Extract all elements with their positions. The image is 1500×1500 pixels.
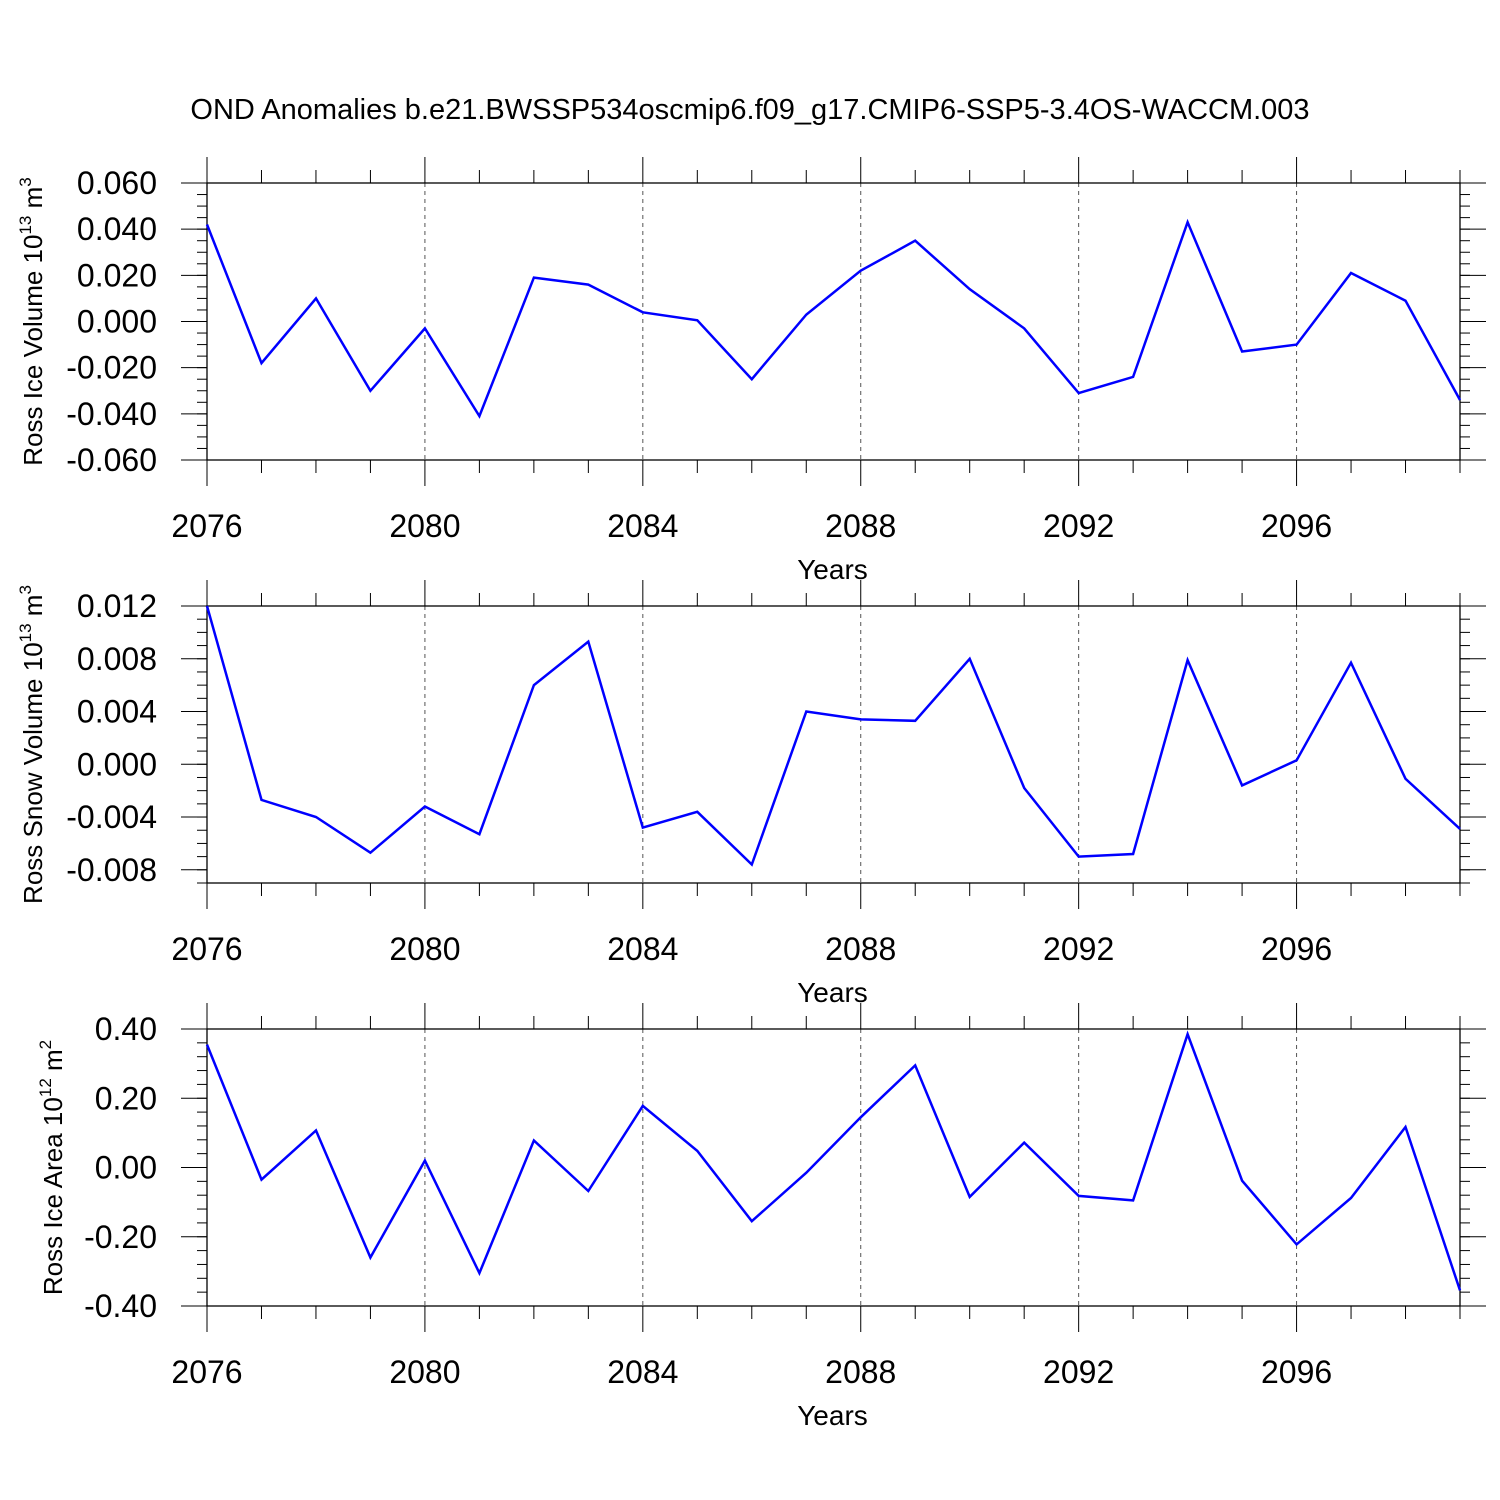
panel-1: 2076 2080 2084 2088 2092 2096 Years 0.060 0.040 0… [16,157,1486,585]
x-tick-label: 2084 [607,931,678,967]
series-line [205,218,1462,419]
y-tick-label: 0.004 [77,694,157,730]
x-tick-label: 2092 [1043,1354,1114,1390]
x-tick-label: 2080 [389,1354,460,1390]
y-tick-label: -0.008 [66,852,157,888]
plot-frame [206,1028,1461,1307]
series-line [205,1030,1462,1291]
x-tick-label: 2076 [171,931,242,967]
x-tick-label: 2092 [1043,508,1114,544]
y-tick-label: -0.040 [66,396,157,432]
x-tick-label: 2076 [171,1354,242,1390]
y-axis-label: Ross Snow Volume 1013 m3 [16,585,48,904]
x-tick-label: 2088 [825,508,896,544]
x-tick-label: 2076 [171,508,242,544]
series-line [205,605,1461,867]
plot-frame [206,605,1461,884]
y-axis-label: Ross Ice Area 1012 m2 [36,1040,68,1295]
panel-2: 2076 2080 2084 2088 2092 2096 Years 0.012 0.008 0… [16,580,1486,1008]
y-tick-label: 0.40 [95,1011,157,1047]
x-axis-label: Years [797,1400,868,1431]
x-tick-label: 2080 [389,508,460,544]
panel-3: 2076 2080 2084 2088 2092 2096 Years 0.40 0.20 0.0… [36,1003,1486,1431]
x-tick-label: 2096 [1261,1354,1332,1390]
y-tick-label: 0.000 [77,304,157,340]
y-tick-label: 0.20 [95,1080,157,1116]
y-tick-label: 0.000 [77,746,157,782]
y-tick-label: 0.060 [77,165,157,201]
x-tick-label: 2088 [825,1354,896,1390]
y-tick-label: -0.020 [66,350,157,386]
y-tick-label: 0.00 [95,1150,157,1186]
y-tick-label: 0.008 [77,641,157,677]
x-tick-label: 2096 [1261,931,1332,967]
x-tick-label: 2088 [825,931,896,967]
y-tick-label: 0.012 [77,588,157,624]
plot-frame [206,182,1461,461]
y-tick-label: -0.060 [66,442,157,478]
x-axis-label: Years [797,977,868,1008]
y-tick-label: 0.040 [77,211,157,247]
x-tick-label: 2084 [607,1354,678,1390]
y-tick-label: 0.020 [77,257,157,293]
y-tick-label: -0.20 [84,1219,157,1255]
x-tick-label: 2096 [1261,508,1332,544]
x-axis-label: Years [797,554,868,585]
x-tick-label: 2080 [389,931,460,967]
x-tick-label: 2092 [1043,931,1114,967]
y-axis-label: Ross Ice Volume 1013 m3 [16,177,48,466]
x-tick-label: 2084 [607,508,678,544]
figure-title: OND Anomalies b.e21.BWSSP534oscmip6.f09_… [190,94,1309,126]
y-tick-label: -0.004 [66,799,157,835]
y-tick-label: -0.40 [84,1288,157,1324]
